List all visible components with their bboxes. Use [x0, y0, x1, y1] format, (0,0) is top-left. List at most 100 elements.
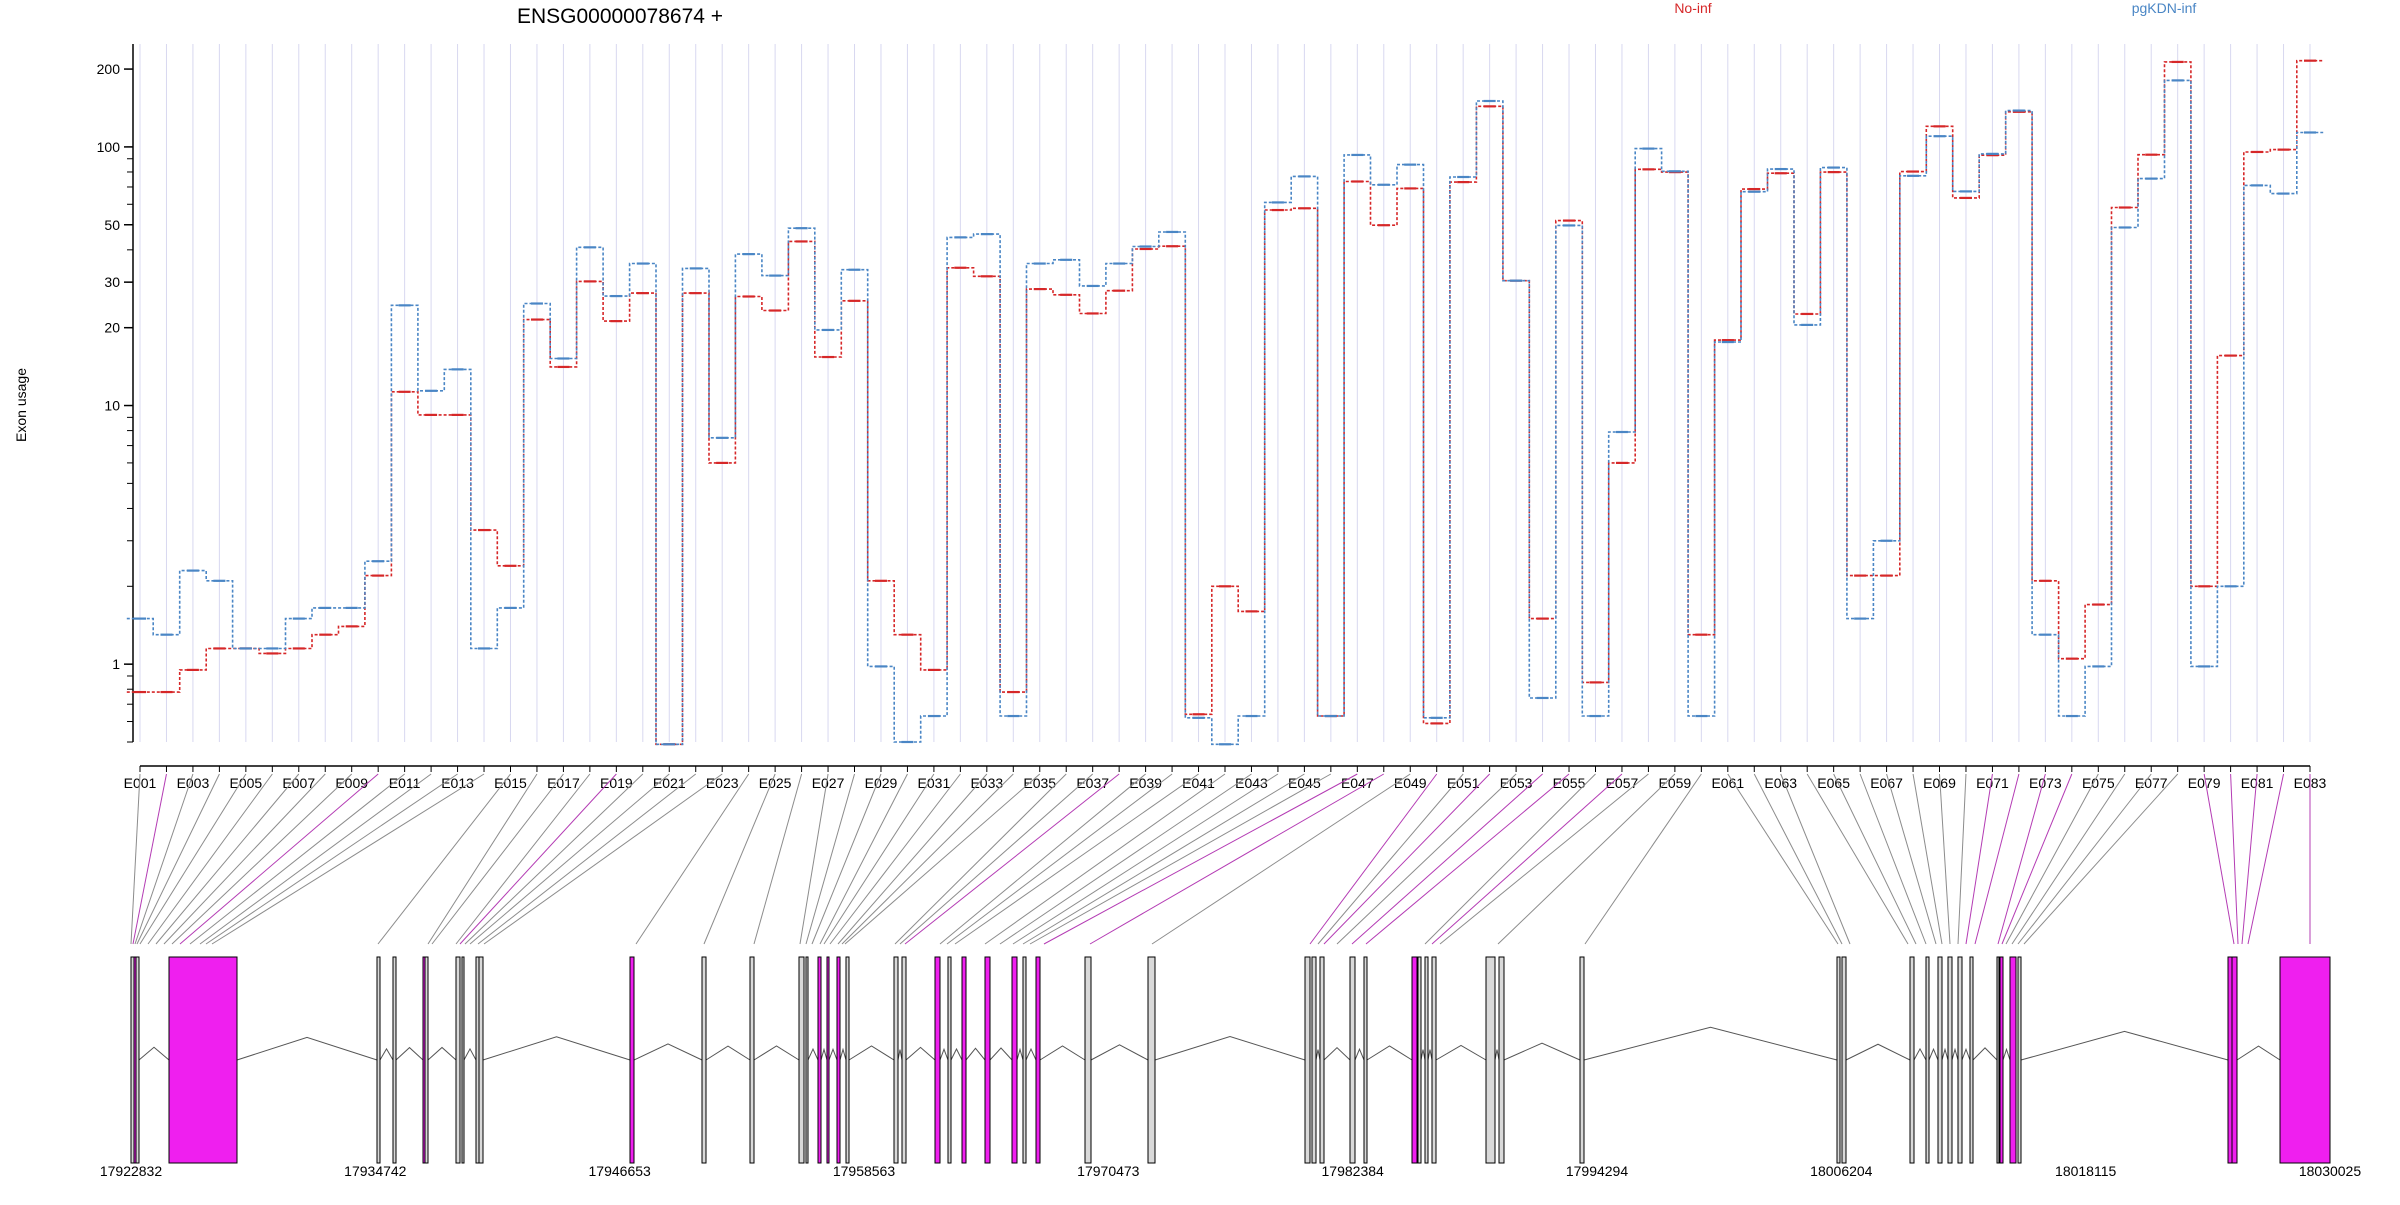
- exon-connector: [1351, 773, 1543, 945]
- exon-block: [455, 956, 461, 1164]
- exon-block: [392, 956, 397, 1164]
- intron-line: [1427, 1049, 1433, 1061]
- exon-connector: [1431, 773, 1623, 945]
- exon-connector: [1151, 773, 1411, 945]
- intron-line: [1972, 1047, 1998, 1061]
- intron-line: [1366, 1045, 1413, 1061]
- exon-connector: [1727, 773, 1839, 945]
- exon-connector: [2241, 773, 2258, 945]
- intron-line: [897, 1049, 903, 1061]
- exon-block: [461, 956, 465, 1164]
- exon-connector: [1997, 773, 2046, 945]
- exon-connector: [1833, 773, 1917, 945]
- x-tick-label: E061: [1711, 775, 1744, 791]
- x-tick-label: E059: [1659, 775, 1692, 791]
- exon-connector: [171, 773, 353, 945]
- exon-connector: [2017, 773, 2152, 945]
- intron-line: [633, 1043, 703, 1061]
- exon-connector: [459, 773, 617, 945]
- exon-connector: [147, 773, 273, 945]
- x-tick-label: E033: [970, 775, 1003, 791]
- exon-block: [1937, 956, 1943, 1164]
- exon-connector: [427, 773, 538, 945]
- exon-connector: [1806, 773, 1909, 945]
- exon-connector: [1309, 773, 1438, 945]
- exon-connector: [136, 773, 220, 945]
- intron-line: [1583, 1026, 1838, 1061]
- coordinate-label: 17970473: [1077, 1163, 1140, 1179]
- exon-block: [1319, 956, 1325, 1164]
- intron-line: [395, 1046, 424, 1061]
- exon-block: [135, 956, 140, 1164]
- exon-block: [1925, 956, 1930, 1164]
- exon-connector: [2247, 773, 2285, 945]
- x-tick-label: E029: [865, 775, 898, 791]
- exon-block: [1022, 956, 1027, 1164]
- exon-block-highlighted: [1035, 956, 1041, 1164]
- x-tick-label: E007: [282, 775, 315, 791]
- gene-model: [130, 956, 2331, 1164]
- y-tick-label: 50: [104, 217, 120, 233]
- exon-connector: [894, 773, 1067, 945]
- exon-connector: [1939, 773, 1951, 945]
- exon-connector: [635, 773, 750, 945]
- exon-connector: [1859, 773, 1927, 945]
- exon-block-highlighted: [2009, 956, 2017, 1164]
- exon-connector: [163, 773, 326, 945]
- x-tick-label: E017: [547, 775, 580, 791]
- exon-connector: [841, 773, 1014, 945]
- exon-block-highlighted: [2231, 956, 2238, 1164]
- exon-block: [798, 956, 805, 1164]
- intron-line: [1420, 1049, 1426, 1061]
- x-tick-label: E057: [1606, 775, 1639, 791]
- intron-line: [1503, 1042, 1581, 1061]
- x-tick-label: E071: [1976, 775, 2009, 791]
- exon-block-highlighted: [168, 956, 238, 1164]
- x-tick-label: E075: [2082, 775, 2115, 791]
- chart-title: ENSG00000078674 +: [517, 5, 723, 28]
- intron-line: [2236, 1045, 2281, 1061]
- coordinate-label: 18006204: [1810, 1163, 1873, 1179]
- intron-line: [753, 1045, 800, 1061]
- exon-block: [1909, 956, 1915, 1164]
- x-tick-label: E037: [1076, 775, 1109, 791]
- exon-connector: [483, 773, 723, 945]
- coordinate-label: 17958563: [833, 1163, 896, 1179]
- intron-line: [1494, 1049, 1500, 1061]
- exon-connector: [1439, 773, 1649, 945]
- intron-line: [2020, 1030, 2229, 1061]
- exon-connector: [477, 773, 697, 945]
- exon-block: [1836, 956, 1841, 1164]
- exon-connector: [1029, 773, 1332, 945]
- exon-grid-lines: [139, 44, 2311, 742]
- exon-connector: [1497, 773, 1676, 945]
- intron-line: [1039, 1045, 1086, 1061]
- intron-line: [839, 1047, 847, 1061]
- exon-connector: [130, 773, 141, 945]
- exon-connector: [984, 773, 1226, 945]
- exon-connector: [1957, 773, 1967, 945]
- exon-connector: [1317, 773, 1464, 945]
- intron-line: [905, 1046, 936, 1061]
- exon-connector: [134, 773, 194, 945]
- legend-no-inf: No-inf: [1674, 0, 1711, 16]
- exon-connector: [1043, 773, 1358, 945]
- intron-line: [138, 1046, 170, 1061]
- exon-connector: [1089, 773, 1385, 945]
- exon-connector: [205, 773, 458, 945]
- exon-connector: [464, 773, 644, 945]
- exon-block: [424, 956, 429, 1164]
- exon-block-highlighted: [817, 956, 822, 1164]
- exon-connector: [805, 773, 855, 945]
- exon-block-highlighted: [1999, 956, 2004, 1164]
- exon-connector: [455, 773, 591, 945]
- x-tick-label: E023: [706, 775, 739, 791]
- exon-connector: [703, 773, 776, 945]
- coordinate-label: 17946653: [589, 1163, 652, 1179]
- coordinate-label: 17922832: [100, 1163, 163, 1179]
- exon-block: [701, 956, 707, 1164]
- exon-block: [1363, 956, 1368, 1164]
- x-tick-label: E049: [1394, 775, 1427, 791]
- exon-connector: [823, 773, 935, 945]
